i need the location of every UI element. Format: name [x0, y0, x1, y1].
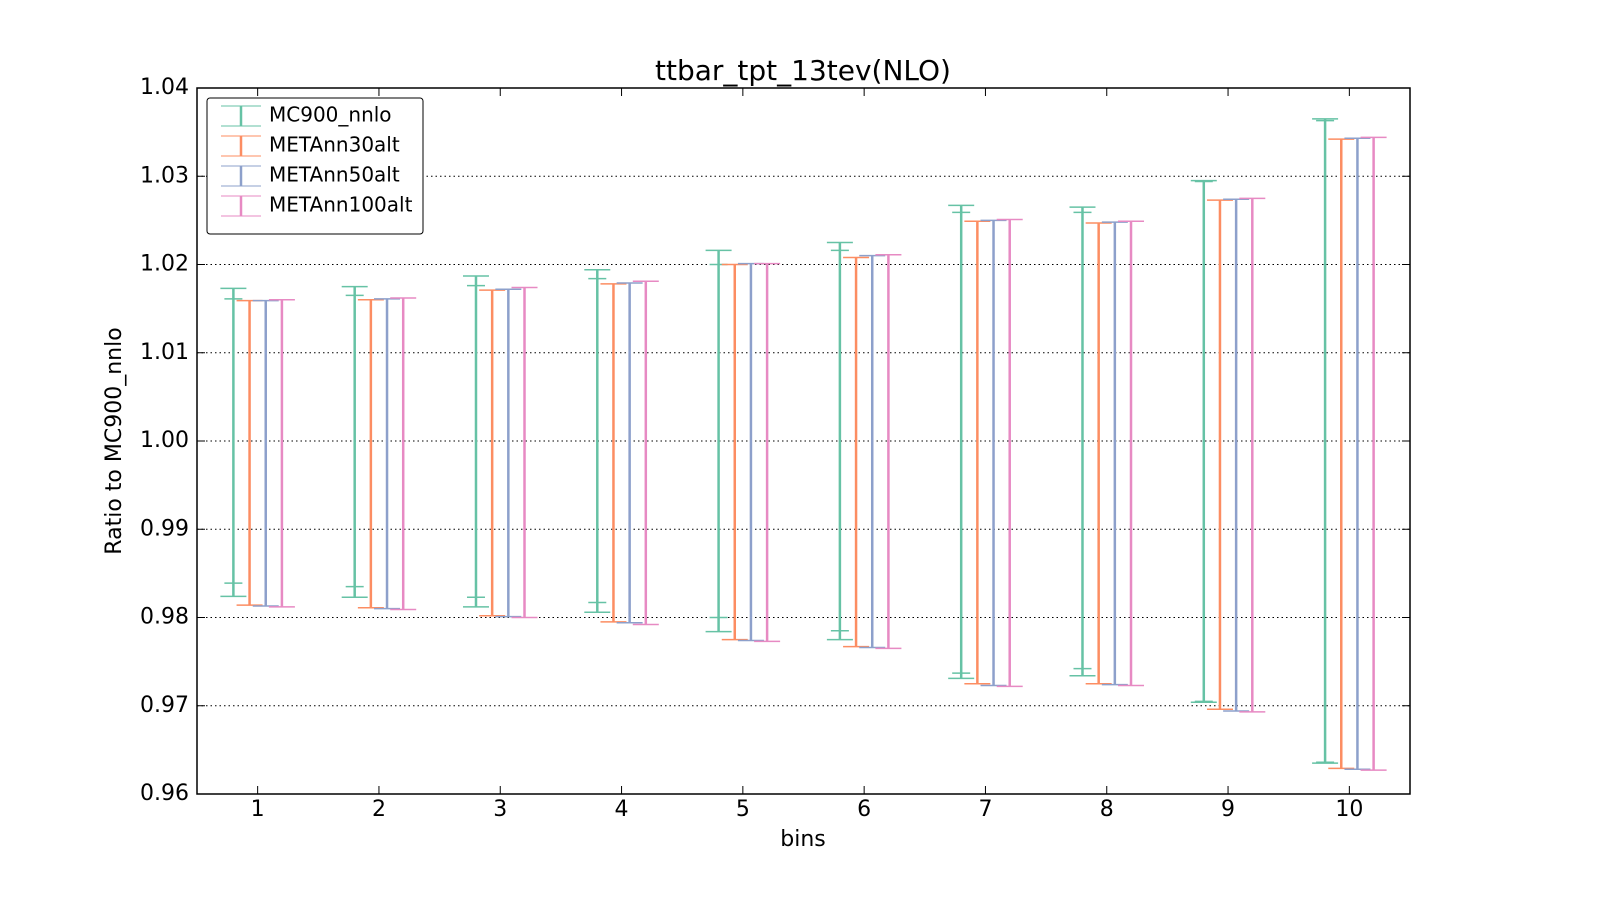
y-tick-label: 1.00: [140, 428, 189, 453]
legend-label: METAnn100alt: [269, 193, 413, 217]
x-tick-label: 1: [251, 797, 265, 822]
y-tick-label: 0.99: [140, 516, 189, 541]
x-tick-label: 10: [1335, 797, 1363, 822]
x-tick-label: 9: [1221, 797, 1235, 822]
y-tick-label: 1.04: [140, 75, 189, 100]
x-tick-label: 4: [615, 797, 629, 822]
y-axis-label: Ratio to MC900_nnlo: [102, 327, 127, 554]
x-tick-label: 8: [1100, 797, 1114, 822]
y-tick-label: 0.98: [140, 605, 189, 630]
legend-label: MC900_nnlo: [269, 103, 392, 127]
y-tick-label: 1.02: [140, 252, 189, 277]
y-tick-label: 0.96: [140, 781, 189, 806]
legend-label: METAnn30alt: [269, 133, 400, 157]
legend-label: METAnn50alt: [269, 163, 400, 187]
y-tick-label: 1.01: [140, 340, 189, 365]
y-tick-label: 0.97: [140, 693, 189, 718]
x-tick-label: 5: [736, 797, 750, 822]
x-tick-label: 6: [857, 797, 871, 822]
chart-title: ttbar_tpt_13tev(NLO): [655, 54, 951, 87]
plot-frame: [196, 87, 1411, 795]
x-tick-label: 3: [493, 797, 507, 822]
y-tick-label: 1.03: [140, 163, 189, 188]
legend-box: [206, 97, 424, 235]
x-tick-label: 7: [978, 797, 992, 822]
x-axis-label: bins: [780, 827, 825, 852]
x-tick-label: 2: [372, 797, 386, 822]
